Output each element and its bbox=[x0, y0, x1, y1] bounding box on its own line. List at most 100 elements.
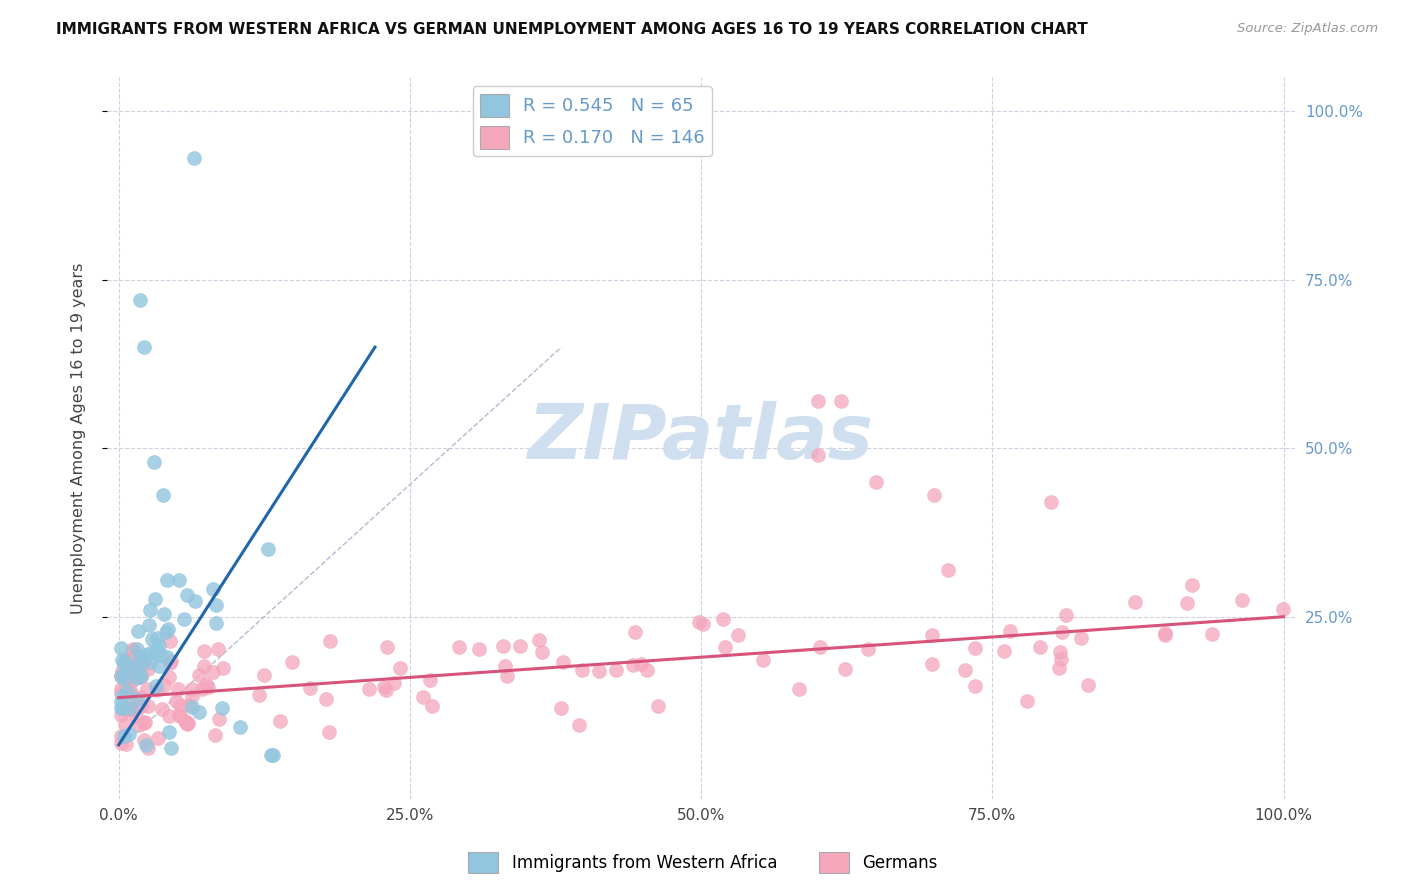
Point bbox=[150, 648, 173, 662]
Point bbox=[125, 665, 148, 680]
Point bbox=[1054, 607, 1077, 622]
Point bbox=[114, 717, 136, 731]
Point bbox=[120, 701, 142, 715]
Point bbox=[129, 648, 152, 663]
Point bbox=[965, 640, 987, 655]
Point bbox=[808, 640, 831, 654]
Point bbox=[110, 736, 132, 750]
Point bbox=[159, 633, 181, 648]
Point bbox=[110, 708, 132, 723]
Point bbox=[419, 673, 441, 688]
Point bbox=[953, 663, 976, 677]
Point bbox=[551, 655, 574, 669]
Point bbox=[134, 715, 156, 730]
Point bbox=[167, 708, 190, 723]
Point bbox=[1015, 693, 1038, 707]
Point bbox=[129, 669, 152, 683]
Point bbox=[115, 665, 138, 680]
Point bbox=[174, 714, 197, 728]
Point bbox=[110, 701, 132, 715]
Point bbox=[921, 657, 943, 672]
Point bbox=[373, 680, 395, 694]
Point bbox=[388, 661, 411, 675]
Text: ZIPatlas: ZIPatlas bbox=[529, 401, 875, 475]
Point bbox=[146, 632, 169, 646]
Point bbox=[184, 593, 207, 607]
Point bbox=[114, 654, 136, 668]
Point bbox=[193, 658, 215, 673]
Point bbox=[146, 731, 169, 745]
Point bbox=[688, 615, 710, 630]
Point bbox=[115, 653, 138, 667]
Point bbox=[134, 648, 156, 662]
Point bbox=[727, 628, 749, 642]
Point bbox=[121, 687, 143, 701]
Point bbox=[212, 661, 235, 675]
Point bbox=[965, 680, 987, 694]
Point bbox=[183, 152, 205, 166]
Point bbox=[127, 692, 149, 706]
Point bbox=[156, 574, 179, 588]
Point bbox=[122, 660, 145, 674]
Point bbox=[110, 695, 132, 709]
Point bbox=[318, 725, 340, 739]
Point bbox=[1049, 651, 1071, 665]
Point bbox=[136, 740, 159, 755]
Point bbox=[204, 728, 226, 742]
Point bbox=[121, 644, 143, 658]
Point bbox=[449, 640, 471, 654]
Point bbox=[142, 455, 165, 469]
Point bbox=[145, 643, 167, 657]
Point bbox=[136, 699, 159, 714]
Point bbox=[623, 624, 645, 639]
Point bbox=[111, 664, 134, 678]
Point bbox=[118, 727, 141, 741]
Point bbox=[148, 659, 170, 673]
Point bbox=[630, 657, 652, 672]
Point bbox=[177, 715, 200, 730]
Point bbox=[112, 729, 135, 743]
Point bbox=[1175, 596, 1198, 610]
Point bbox=[129, 699, 152, 714]
Point bbox=[256, 542, 278, 557]
Point bbox=[146, 683, 169, 698]
Point bbox=[129, 652, 152, 666]
Point bbox=[921, 627, 943, 641]
Point bbox=[375, 640, 398, 654]
Point bbox=[262, 748, 284, 763]
Point bbox=[128, 659, 150, 673]
Point bbox=[132, 716, 155, 731]
Legend: R = 0.545   N = 65, R = 0.170   N = 146: R = 0.545 N = 65, R = 0.170 N = 146 bbox=[472, 87, 711, 156]
Point bbox=[169, 709, 191, 723]
Point bbox=[711, 612, 734, 626]
Point bbox=[269, 714, 291, 729]
Legend: Immigrants from Western Africa, Germans: Immigrants from Western Africa, Germans bbox=[461, 846, 945, 880]
Point bbox=[159, 654, 181, 668]
Point bbox=[191, 681, 214, 696]
Point bbox=[157, 623, 180, 637]
Point bbox=[692, 617, 714, 632]
Point bbox=[527, 632, 550, 647]
Point bbox=[1050, 624, 1073, 639]
Point bbox=[807, 448, 830, 462]
Point bbox=[197, 680, 219, 694]
Point bbox=[110, 729, 132, 743]
Point bbox=[111, 700, 134, 714]
Point bbox=[636, 663, 658, 677]
Point bbox=[176, 588, 198, 602]
Point bbox=[938, 563, 960, 577]
Point bbox=[993, 644, 1015, 658]
Point bbox=[1000, 624, 1022, 639]
Point bbox=[1070, 631, 1092, 645]
Point bbox=[550, 700, 572, 714]
Point bbox=[153, 678, 176, 692]
Point bbox=[115, 737, 138, 751]
Point bbox=[111, 690, 134, 704]
Point bbox=[152, 488, 174, 502]
Point bbox=[205, 599, 228, 613]
Point bbox=[131, 657, 153, 672]
Point bbox=[173, 612, 195, 626]
Point bbox=[125, 671, 148, 685]
Point bbox=[834, 663, 856, 677]
Point bbox=[129, 669, 152, 683]
